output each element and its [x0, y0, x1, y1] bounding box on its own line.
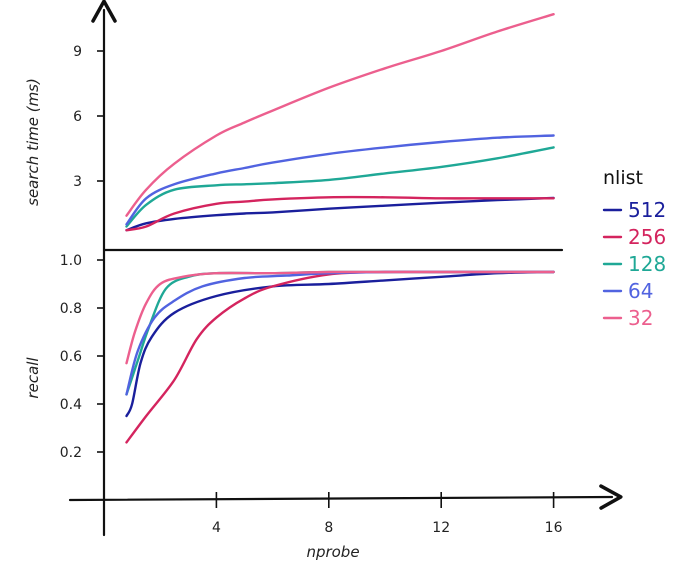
top-y-ticks: 3 6 9 — [73, 44, 104, 190]
x-ticks: 4 8 12 16 — [212, 492, 563, 536]
legend: nlist 512 256 128 64 32 — [602, 167, 666, 330]
recall-line-nlist-512 — [125, 270, 555, 418]
bottom-y-axis-label: recall — [24, 357, 42, 399]
recall-line-nlist-64 — [125, 270, 555, 396]
search-time-line-nlist-256 — [125, 195, 555, 232]
search-time-line-nlist-64 — [125, 134, 555, 226]
recall-line-nlist-256 — [125, 270, 555, 444]
bottom-y-ticks: 0.2 0.4 0.6 0.8 1.0 — [60, 253, 104, 461]
x-tick-label: 4 — [212, 520, 221, 536]
recall-line-nlist-32 — [125, 270, 555, 365]
search-time-line-nlist-512 — [125, 196, 555, 232]
search-time-line-nlist-32 — [125, 13, 555, 217]
bottom-y-tick-label: 0.6 — [60, 349, 82, 365]
x-axis-label: nprobe — [306, 543, 359, 561]
legend-label: 256 — [628, 225, 666, 249]
x-tick-label: 12 — [432, 520, 450, 536]
bottom-y-tick-label: 0.2 — [60, 445, 82, 461]
legend-label: 64 — [628, 279, 653, 303]
bottom-y-tick-label: 0.4 — [60, 397, 82, 413]
x-axis — [68, 484, 623, 510]
top-y-tick-label: 6 — [73, 109, 82, 125]
legend-label: 32 — [628, 306, 653, 330]
legend-title: nlist — [603, 167, 643, 189]
recall-series — [125, 270, 555, 444]
legend-items: 512 256 128 64 32 — [602, 198, 666, 330]
bottom-y-tick-label: 1.0 — [60, 253, 82, 269]
search-time-series — [125, 13, 555, 232]
legend-label: 512 — [628, 198, 666, 222]
top-y-tick-label: 9 — [73, 44, 82, 60]
top-y-tick-label: 3 — [73, 174, 82, 190]
search-time-line-nlist-128 — [125, 146, 555, 228]
bottom-y-tick-label: 0.8 — [60, 301, 82, 317]
x-tick-label: 16 — [545, 520, 563, 536]
legend-label: 128 — [628, 252, 666, 276]
top-y-axis-label: search time (ms) — [24, 78, 42, 206]
x-tick-label: 8 — [324, 520, 333, 536]
